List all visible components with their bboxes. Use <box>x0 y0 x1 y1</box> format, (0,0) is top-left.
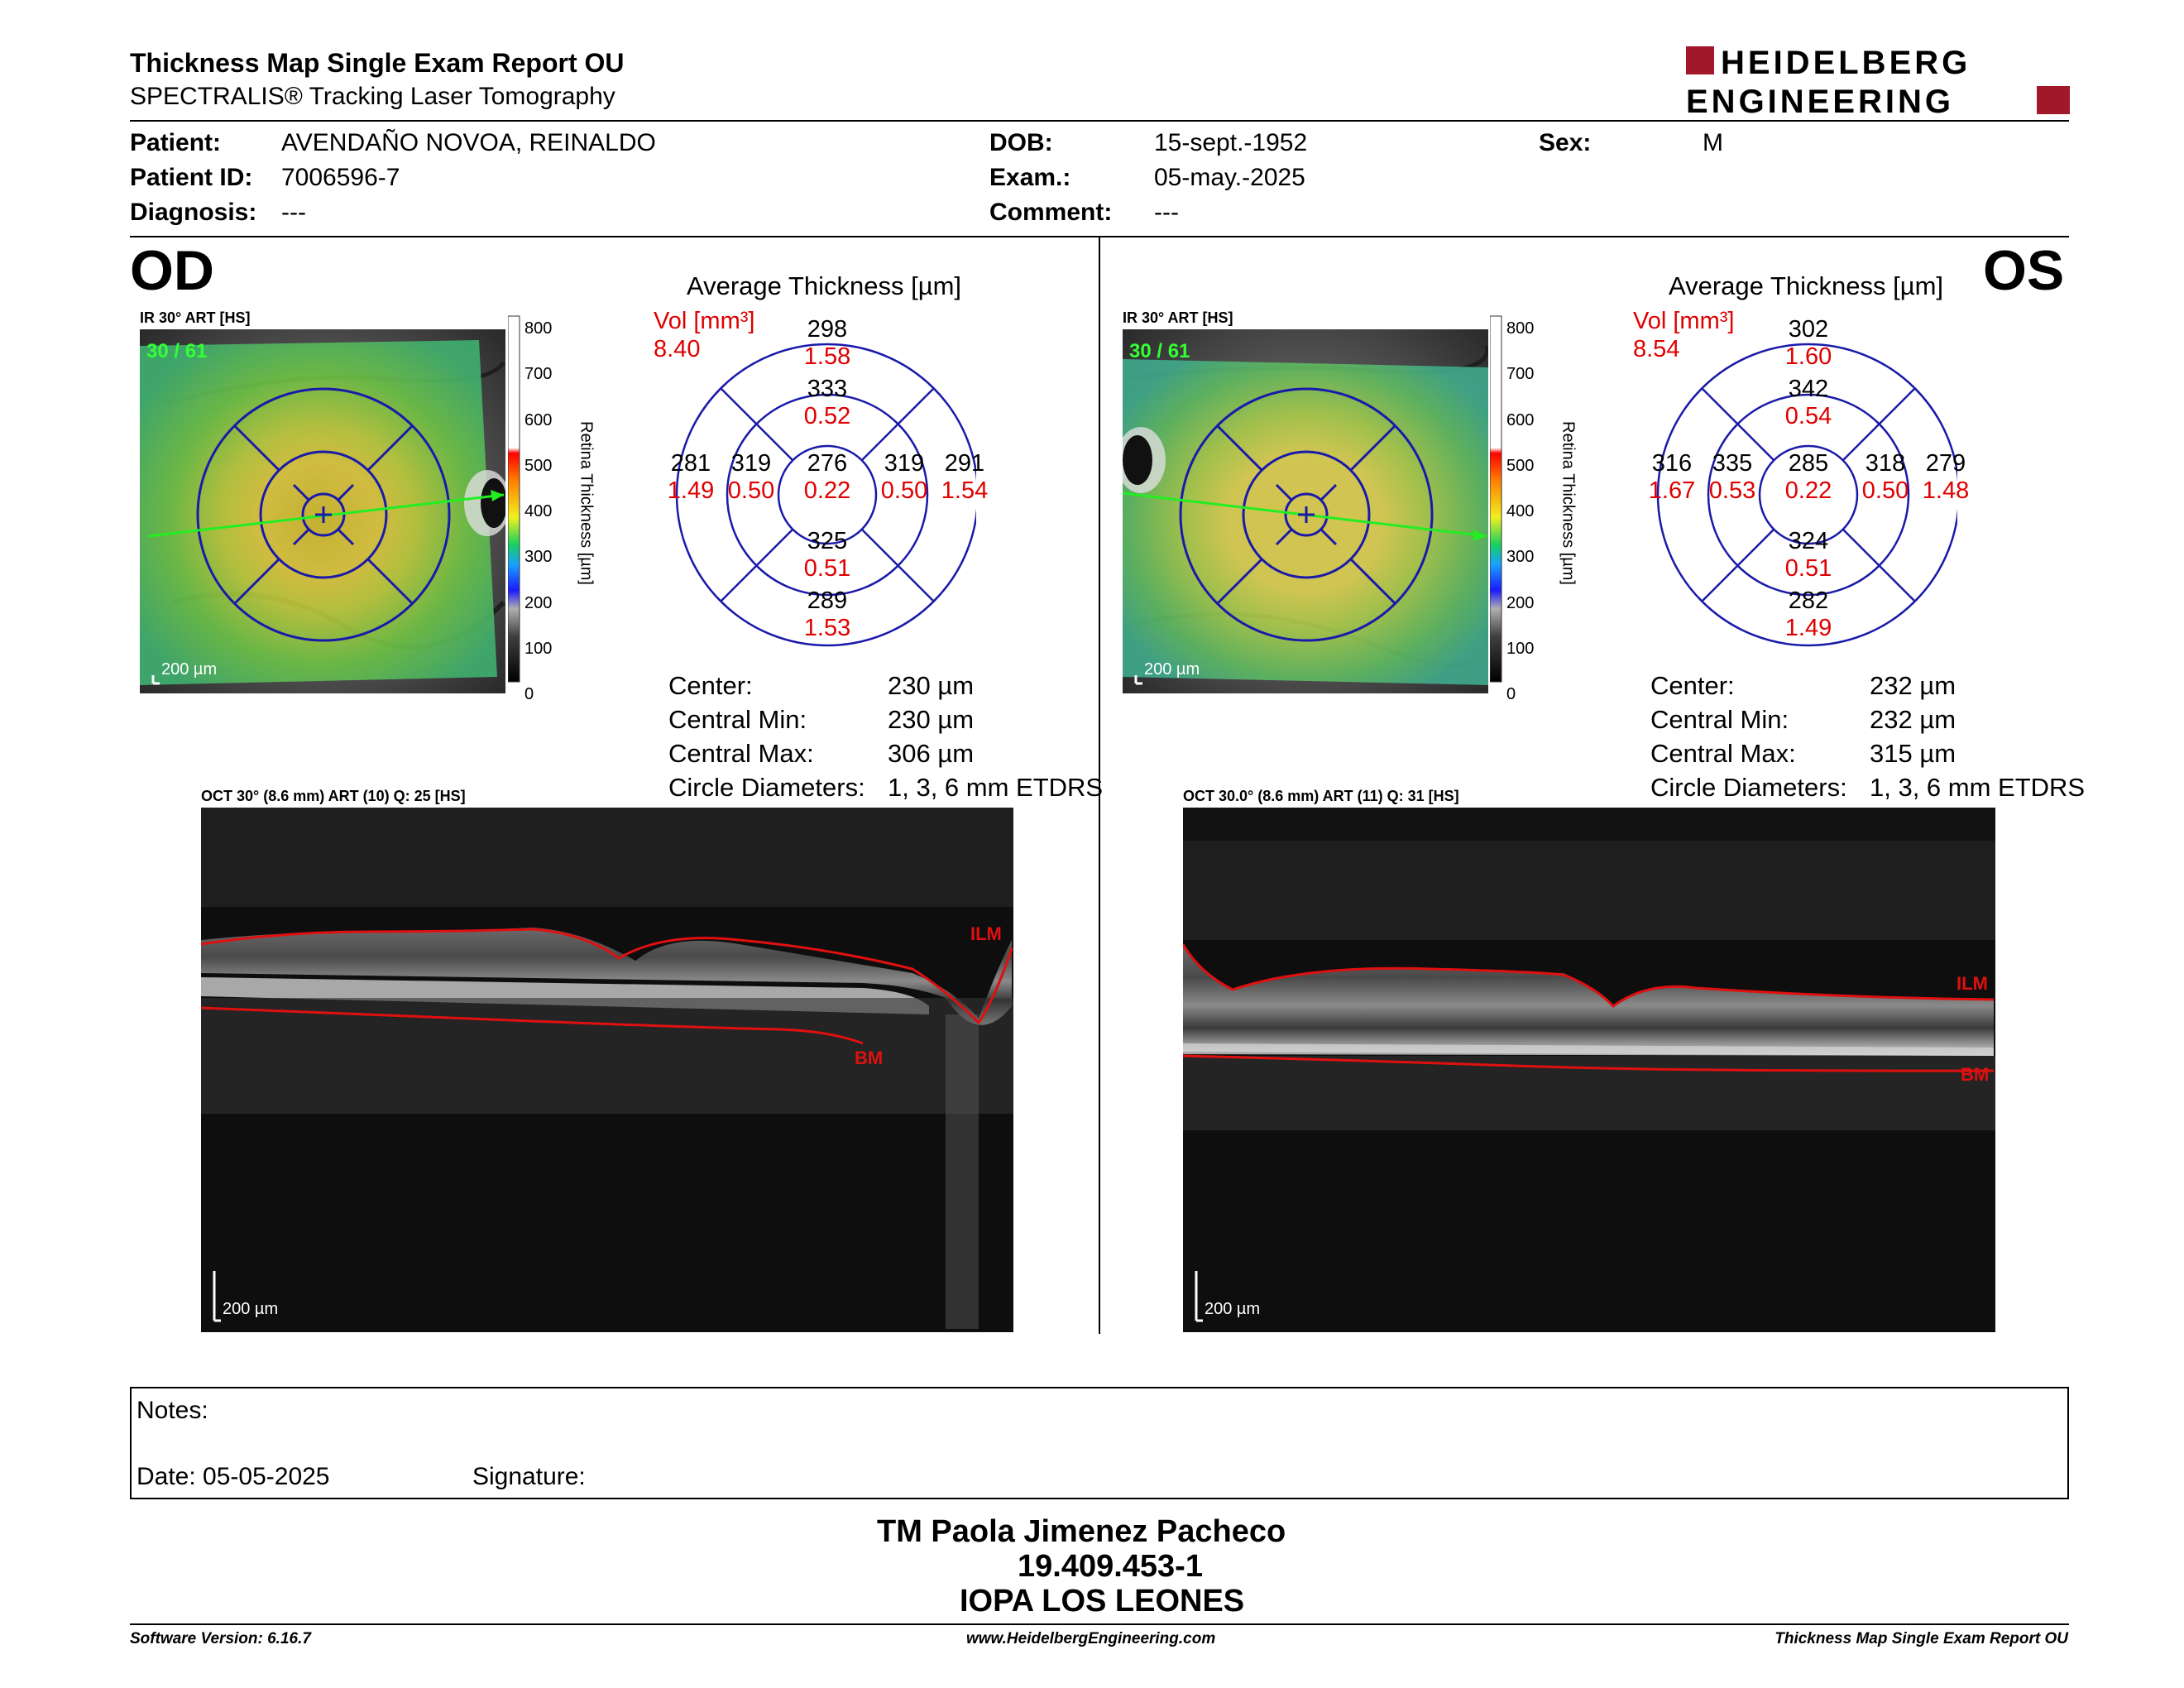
od-vol-label: Vol [mm³] <box>654 308 755 334</box>
footer-website[interactable]: www.HeidelbergEngineering.com <box>966 1630 1216 1647</box>
od-stats-values: 230 µm 230 µm 306 µm 1, 3, 6 mm ETDRS <box>888 671 1104 802</box>
dob-label: DOB: <box>989 129 1053 156</box>
os-sector-temporal-inner: 335 0.53 <box>1708 450 1756 504</box>
diagnosis-label: Diagnosis: <box>130 199 257 226</box>
notes-date: Date: 05-05-2025 <box>136 1463 330 1490</box>
os-stats-values: 232 µm 232 µm 315 µm 1, 3, 6 mm ETDRS <box>1870 671 2086 802</box>
notes-box: Notes: Date: 05-05-2025 Signature: <box>130 1387 2069 1499</box>
os-colorbar-title: Retina Thickness [µm] <box>1559 421 1578 585</box>
od-bm-label: BM <box>855 1048 883 1068</box>
exam-label: Exam.: <box>989 164 1071 191</box>
od-oct-label: OCT 30° (8.6 mm) ART (10) Q: 25 [HS] <box>201 788 466 804</box>
patient-id: 7006596-7 <box>281 164 400 191</box>
od-oct-scale: 200 µm <box>223 1300 278 1318</box>
sex-label: Sex: <box>1539 129 1592 156</box>
os-oct-scale: 200 µm <box>1205 1300 1260 1318</box>
logo-line1: HEIDELBERG <box>1721 46 1971 81</box>
od-colorbar-ticks: 800 700 600 500 400 300 200 100 0 <box>524 319 553 704</box>
os-sector-superior-inner: 342 0.54 <box>1784 376 1832 429</box>
comment-label: Comment: <box>989 199 1113 226</box>
report-subtitle: SPECTRALIS® Tracking Laser Tomography <box>130 83 615 110</box>
os-ir-overlay: 30 / 61 <box>1129 340 1190 362</box>
od-ir-overlay: 30 / 61 <box>146 340 207 362</box>
os-etdrs-chart: Vol [mm³] 8.54 302 1.60 342 0.54 316 1.67 3… <box>1626 300 1969 655</box>
signer-institution: IOPA LOS LEONES <box>960 1584 1245 1618</box>
os-bm-label: BM <box>1961 1064 1989 1085</box>
os-sector-superior-outer: 302 1.60 <box>1784 316 1832 370</box>
signer-name: TM Paola Jimenez Pacheco <box>877 1514 1286 1549</box>
os-oct-label: OCT 30.0° (8.6 mm) ART (11) Q: 31 [HS] <box>1183 788 1459 804</box>
od-colorbar-title: Retina Thickness [µm] <box>577 421 596 585</box>
os-fundus-thickness-map: 30 / 61 200 µm <box>1116 329 1490 693</box>
os-sector-nasal-inner: 318 0.50 <box>1861 450 1909 504</box>
os-sector-nasal-outer: 279 1.48 <box>1922 450 1970 504</box>
od-sector-temporal-inner: 319 0.50 <box>727 450 775 504</box>
od-sector-inferior-outer: 289 1.53 <box>803 587 851 641</box>
os-sector-temporal-outer: 316 1.67 <box>1648 450 1696 504</box>
od-sector-nasal-inner: 319 0.50 <box>880 450 928 504</box>
od-avg-thickness-title: Average Thickness [µm] <box>687 271 962 300</box>
eye-divider <box>1099 237 1100 1334</box>
heidelberg-logo: HEIDELBERG ENGINEERING <box>1686 45 2070 120</box>
od-stats-labels: Center: Central Min: Central Max: Circle Di… <box>668 671 865 802</box>
od-sector-temporal-outer: 281 1.49 <box>667 450 715 504</box>
od-oct-bscan: ILM BM 200 µm <box>200 808 1013 1332</box>
os-oct-bscan: ILM BM 200 µm <box>1181 808 1995 1332</box>
od-sector-center: 276 0.22 <box>803 450 851 504</box>
od-eye-label: OD <box>130 239 214 302</box>
od-ir-label: IR 30° ART [HS] <box>140 309 251 326</box>
os-sector-inferior-outer: 282 1.49 <box>1784 587 1832 641</box>
od-sector-superior-outer: 298 1.58 <box>803 316 851 370</box>
os-vol-total: 8.54 <box>1633 336 1680 362</box>
od-fundus-thickness-map: 30 / 61 200 µm <box>140 329 510 693</box>
od-vol-total: 8.40 <box>654 336 701 362</box>
dob-value: 15-sept.-1952 <box>1154 129 1308 156</box>
od-sector-inferior-inner: 325 0.51 <box>803 528 851 582</box>
os-sector-inferior-inner: 324 0.51 <box>1784 528 1832 582</box>
os-eye-label: OS <box>1983 239 2065 302</box>
os-avg-thickness-title: Average Thickness [µm] <box>1669 271 1944 300</box>
os-ilm-label: ILM <box>1956 973 1988 994</box>
comment-value: --- <box>1154 199 1179 226</box>
os-colorbar: 800 700 600 500 400 300 200 100 0 Retina Thickne… <box>1489 313 1581 703</box>
notes-label: Notes: <box>136 1397 208 1424</box>
footer-software-version: Software Version: 6.16.7 <box>130 1630 311 1647</box>
diagnosis-value: --- <box>281 199 306 226</box>
patient-id-label: Patient ID: <box>130 164 253 191</box>
os-stats-labels: Center: Central Min: Central Max: Circle Di… <box>1650 671 1847 802</box>
od-colorbar: 800 700 600 500 400 300 200 100 0 Retina Thickne… <box>507 313 599 703</box>
os-colorbar-ticks: 800 700 600 500 400 300 200 100 0 <box>1506 319 1535 704</box>
od-etdrs-chart: Vol [mm³] 8.40 298 1.58 333 0.52 281 1.49 3… <box>645 300 988 655</box>
od-sector-nasal-outer: 291 1.54 <box>941 450 989 504</box>
os-ir-label: IR 30° ART [HS] <box>1123 309 1233 326</box>
od-ilm-label: ILM <box>970 923 1002 944</box>
patient-name: AVENDAÑO NOVOA, REINALDO <box>281 129 656 156</box>
signature-label: Signature: <box>472 1463 586 1490</box>
exam-value: 05-may.-2025 <box>1154 164 1305 191</box>
os-vol-label: Vol [mm³] <box>1633 308 1735 334</box>
patient-label: Patient: <box>130 129 222 156</box>
os-ir-scale: 200 µm <box>1144 660 1200 679</box>
report-title: Thickness Map Single Exam Report OU <box>130 48 625 78</box>
footer-report-name: Thickness Map Single Exam Report OU <box>1774 1630 2068 1647</box>
sex-value: M <box>1703 129 1723 156</box>
od-ir-scale: 200 µm <box>161 660 217 679</box>
signer-id: 19.409.453-1 <box>1018 1549 1203 1584</box>
logo-line2: ENGINEERING <box>1686 84 1954 116</box>
od-sector-superior-inner: 333 0.52 <box>803 376 851 429</box>
os-sector-center: 285 0.22 <box>1784 450 1832 504</box>
